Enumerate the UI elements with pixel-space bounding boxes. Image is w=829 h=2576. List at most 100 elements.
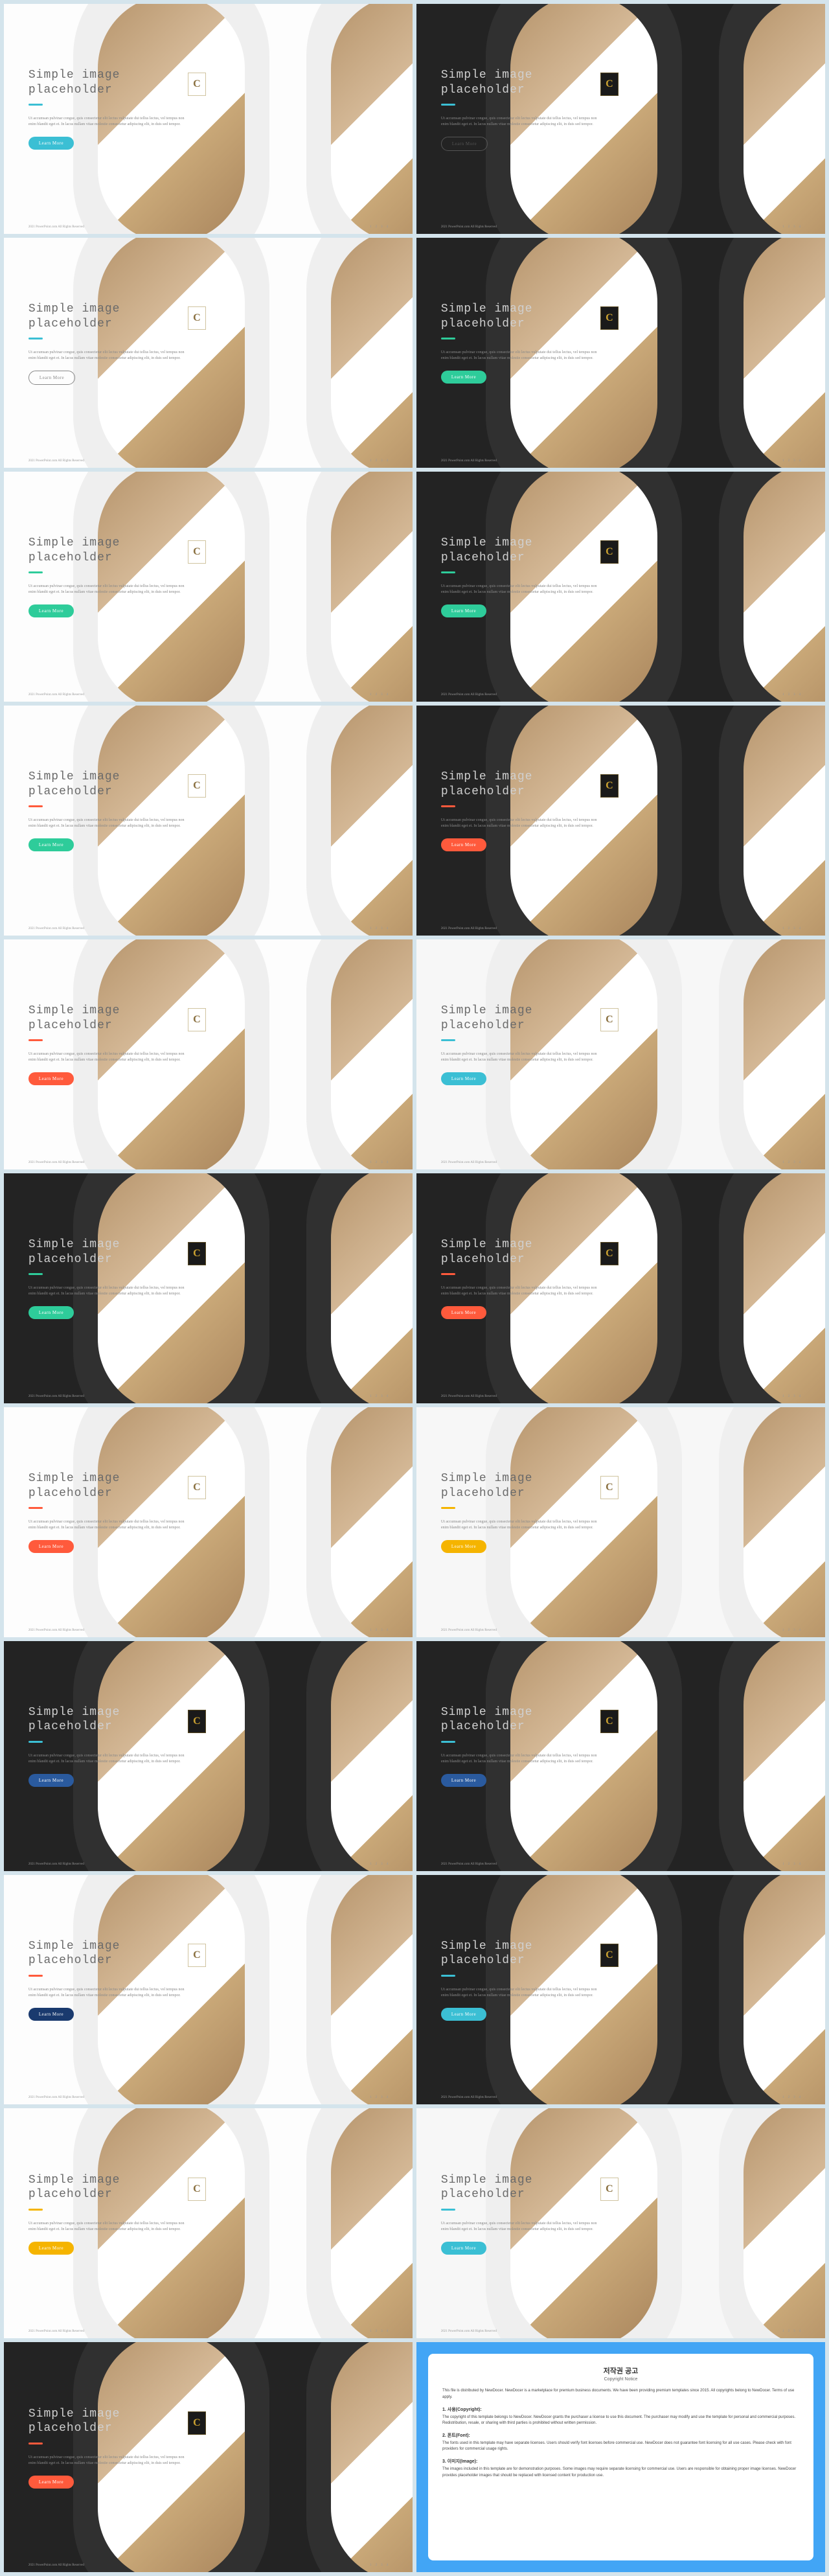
pager-dot[interactable]: 3	[793, 225, 795, 229]
learn-more-button[interactable]: Learn More	[441, 137, 488, 151]
pager-dot[interactable]: 2	[376, 2096, 378, 2099]
pager-dot[interactable]: 1	[370, 225, 372, 229]
pager-dot[interactable]: 2	[376, 1161, 378, 1164]
learn-more-button[interactable]: Learn More	[441, 371, 486, 384]
pager-dot[interactable]: 1	[370, 693, 372, 696]
pager-dot[interactable]: 3	[381, 459, 383, 463]
pager-dot[interactable]: 1	[782, 225, 784, 229]
learn-more-button[interactable]: Learn More	[28, 137, 74, 150]
pager-dot[interactable]: 2	[376, 693, 378, 696]
learn-more-button[interactable]: Learn More	[28, 371, 75, 385]
pager-dot[interactable]: 1	[782, 1863, 784, 1866]
pager-dot[interactable]: 4	[387, 1395, 389, 1398]
pager-dot[interactable]: 2	[376, 927, 378, 930]
pager-dot[interactable]: 2	[788, 1863, 790, 1866]
learn-more-button[interactable]: Learn More	[441, 1540, 486, 1553]
pager-dot[interactable]: 3	[793, 1161, 795, 1164]
pager-dot[interactable]: 2	[376, 1395, 378, 1398]
pager-dot[interactable]: 1	[370, 1629, 372, 1632]
pager-dot[interactable]: 3	[793, 1395, 795, 1398]
learn-more-button[interactable]: Learn More	[28, 838, 74, 851]
pager-dot[interactable]: 4	[387, 2096, 389, 2099]
pager-dot[interactable]: 3	[381, 1395, 383, 1398]
pager-dot[interactable]: 2	[788, 1629, 790, 1632]
learn-more-button[interactable]: Learn More	[28, 604, 74, 617]
pager-dot[interactable]: 2	[788, 2330, 790, 2333]
pager-dot[interactable]: 4	[799, 693, 801, 696]
pager-dot[interactable]: 3	[793, 2096, 795, 2099]
learn-more-button[interactable]: Learn More	[28, 1306, 74, 1319]
learn-more-button[interactable]: Learn More	[441, 2008, 486, 2021]
pager-dot[interactable]: 2	[788, 1161, 790, 1164]
pager-dot[interactable]: 2	[376, 1863, 378, 1866]
pager-dot[interactable]: 2	[788, 693, 790, 696]
pager-dot[interactable]: 4	[387, 927, 389, 930]
pager-dot[interactable]: 1	[782, 2330, 784, 2333]
pager-dot[interactable]: 4	[799, 1863, 801, 1866]
pager-dot[interactable]: 3	[793, 693, 795, 696]
pager-dot[interactable]: 2	[376, 2330, 378, 2333]
pager-dot[interactable]: 4	[387, 693, 389, 696]
pager-dot[interactable]: 3	[793, 1863, 795, 1866]
pager-dot[interactable]: 1	[782, 1395, 784, 1398]
pager-dot[interactable]: 3	[381, 693, 383, 696]
pager-dot[interactable]: 4	[387, 2564, 389, 2567]
pager-dot[interactable]: 2	[788, 225, 790, 229]
pager-dot[interactable]: 2	[376, 459, 378, 463]
pager-dot[interactable]: 1	[370, 2564, 372, 2567]
learn-more-button[interactable]: Learn More	[28, 2008, 74, 2021]
pager-dot[interactable]: 3	[381, 2096, 383, 2099]
pager-dot[interactable]: 1	[370, 2096, 372, 2099]
pager-dot[interactable]: 2	[376, 1629, 378, 1632]
pager-dot[interactable]: 3	[381, 927, 383, 930]
pager-dot[interactable]: 1	[782, 2096, 784, 2099]
pager-dot[interactable]: 4	[799, 927, 801, 930]
pager-dot[interactable]: 1	[370, 927, 372, 930]
pager-dot[interactable]: 1	[782, 1629, 784, 1632]
learn-more-button[interactable]: Learn More	[28, 2476, 74, 2489]
pager-dot[interactable]: 4	[387, 225, 389, 229]
pager-dot[interactable]: 1	[370, 2330, 372, 2333]
pager-dot[interactable]: 3	[381, 1629, 383, 1632]
pager-dot[interactable]: 1	[370, 1161, 372, 1164]
pager-dot[interactable]: 1	[370, 1395, 372, 1398]
pager-dot[interactable]: 3	[381, 2564, 383, 2567]
pager-dot[interactable]: 4	[799, 2096, 801, 2099]
pager-dot[interactable]: 2	[788, 927, 790, 930]
pager-dot[interactable]: 4	[387, 2330, 389, 2333]
pager-dot[interactable]: 2	[376, 225, 378, 229]
learn-more-button[interactable]: Learn More	[441, 2242, 486, 2255]
pager-dot[interactable]: 3	[381, 1161, 383, 1164]
pager-dot[interactable]: 1	[782, 927, 784, 930]
pager-dot[interactable]: 4	[387, 1863, 389, 1866]
pager-dot[interactable]: 3	[381, 225, 383, 229]
learn-more-button[interactable]: Learn More	[28, 1072, 74, 1085]
pager-dot[interactable]: 2	[788, 1395, 790, 1398]
pager-dot[interactable]: 2	[788, 459, 790, 463]
pager-dot[interactable]: 1	[782, 459, 784, 463]
pager-dot[interactable]: 4	[799, 1629, 801, 1632]
pager-dot[interactable]: 4	[387, 459, 389, 463]
learn-more-button[interactable]: Learn More	[28, 1540, 74, 1553]
pager-dot[interactable]: 3	[381, 2330, 383, 2333]
pager-dot[interactable]: 4	[799, 225, 801, 229]
pager-dot[interactable]: 2	[376, 2564, 378, 2567]
pager-dot[interactable]: 4	[387, 1629, 389, 1632]
pager-dot[interactable]: 3	[793, 1629, 795, 1632]
learn-more-button[interactable]: Learn More	[28, 1774, 74, 1787]
pager-dot[interactable]: 2	[788, 2096, 790, 2099]
learn-more-button[interactable]: Learn More	[441, 1072, 486, 1085]
learn-more-button[interactable]: Learn More	[441, 838, 486, 851]
pager-dot[interactable]: 1	[782, 1161, 784, 1164]
pager-dot[interactable]: 1	[370, 1863, 372, 1866]
pager-dot[interactable]: 4	[387, 1161, 389, 1164]
learn-more-button[interactable]: Learn More	[441, 1774, 486, 1787]
pager-dot[interactable]: 1	[370, 459, 372, 463]
pager-dot[interactable]: 1	[782, 693, 784, 696]
pager-dot[interactable]: 3	[793, 927, 795, 930]
pager-dot[interactable]: 4	[799, 1161, 801, 1164]
pager-dot[interactable]: 4	[799, 459, 801, 463]
learn-more-button[interactable]: Learn More	[441, 604, 486, 617]
pager-dot[interactable]: 3	[793, 2330, 795, 2333]
learn-more-button[interactable]: Learn More	[28, 2242, 74, 2255]
